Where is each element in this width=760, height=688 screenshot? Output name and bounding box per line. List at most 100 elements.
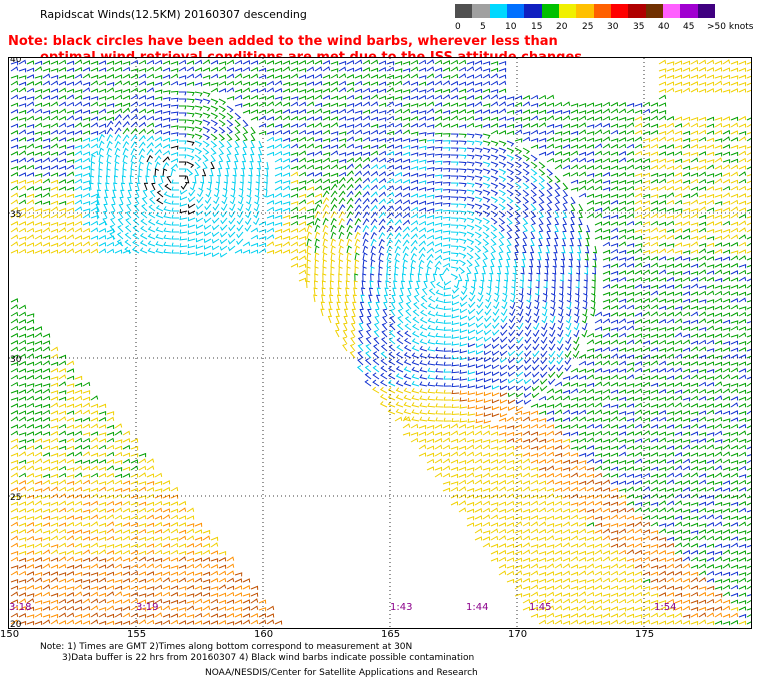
wind-barb [390,308,396,317]
wind-barb [666,382,675,388]
wind-barb [354,80,363,86]
wind-barb [474,101,483,107]
wind-barb [66,550,75,555]
wind-barb [522,161,530,169]
wind-barb [362,151,371,157]
wind-barb [66,445,75,450]
wind-barb [536,266,541,275]
wind-barb [626,192,635,198]
wind-barb [346,129,355,135]
wind-barb [383,301,388,310]
wind-barb [266,221,275,226]
wind-barb [626,325,635,331]
wind-barb [554,542,563,548]
wind-barb [538,130,547,135]
wind-barb [738,207,747,212]
wind-barb [474,231,482,239]
wind-barb [442,109,451,115]
wind-barb [634,431,643,436]
wind-barb [66,193,75,199]
wind-barb [626,284,635,290]
wind-barb [138,141,146,149]
wind-barb [114,102,123,107]
wind-barb [357,343,364,352]
wind-barb [402,116,411,122]
wind-barb [256,161,262,170]
wind-barb [746,137,751,142]
wind-barb [562,182,569,191]
wind-barb [730,410,739,415]
wind-barb [402,259,408,268]
wind-barb [491,336,500,343]
wind-barb [154,480,163,486]
wind-barb [538,189,545,197]
wind-barb [642,311,651,317]
wind-barb [690,228,699,233]
wind-barb [475,419,484,424]
wind-barb [82,221,91,226]
wind-barb [546,487,555,493]
wind-barb [410,109,419,115]
wind-barb [242,102,251,107]
wind-barb [322,129,331,135]
wind-barb [132,239,140,247]
wind-barb [498,217,506,225]
wind-barb [370,150,379,156]
wind-barb [322,186,331,191]
wind-barb [610,480,619,485]
wind-barb [435,304,444,310]
wind-barb [594,122,603,128]
wind-barb [253,210,260,219]
wind-barb [322,238,328,247]
wind-barb [50,382,59,387]
wind-barb [467,384,476,389]
wind-barb [435,325,444,331]
wind-barb [746,396,751,401]
wind-barb [58,80,67,86]
wind-barb [330,144,339,149]
wind-barb [237,196,244,205]
wind-barb [90,452,99,457]
wind-barb [10,94,19,100]
wind-barb [722,234,731,240]
wind-barb [90,403,99,408]
wind-barb [10,465,19,471]
wind-barb [730,213,739,219]
wind-barb [213,189,220,198]
wind-barb [82,409,91,415]
wind-barb [66,130,75,136]
wind-barb [130,509,139,514]
wind-barb [434,153,443,158]
wind-barb [106,411,115,416]
wind-barb [618,360,627,366]
wind-barb [426,73,435,79]
wind-barb [498,154,507,161]
wind-barb [74,185,83,191]
wind-barb [578,460,587,465]
wind-barb [458,124,467,129]
wind-barb [306,59,315,65]
wind-barb [349,343,356,352]
wind-barb [594,465,603,471]
wind-barb [386,218,394,226]
wind-barb [674,179,683,184]
wind-barb [226,133,233,142]
wind-barb [682,388,691,394]
wind-barb [402,89,411,94]
wind-barb [578,383,587,388]
wind-barb [58,390,67,395]
wind-barb [490,175,499,182]
wind-barb [418,166,427,171]
wind-barb [507,406,516,411]
wind-barb [690,208,699,213]
wind-barb [482,530,491,535]
wind-barb [586,536,595,541]
wind-barb [722,67,731,72]
wind-barb [196,196,204,204]
wind-barb [522,231,528,240]
wind-barb [658,256,667,261]
wind-barb [314,150,323,156]
wind-barb [122,102,131,107]
wind-barb [610,158,619,164]
wind-barb [179,175,187,180]
